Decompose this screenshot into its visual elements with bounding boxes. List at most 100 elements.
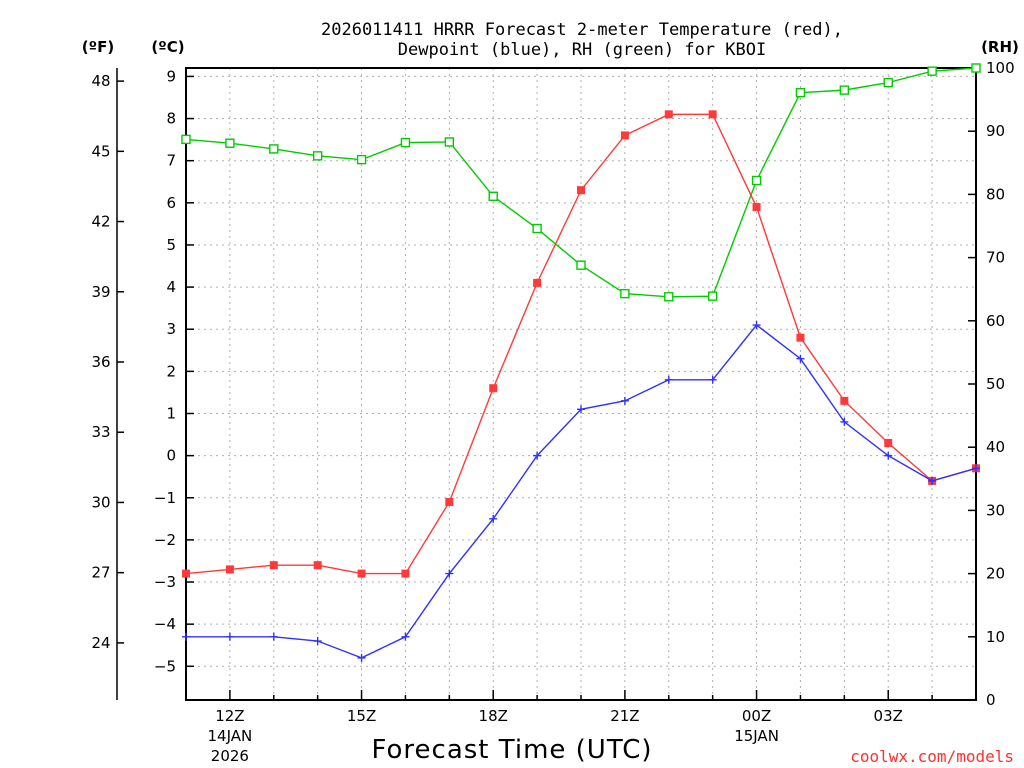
dewpoint-point (840, 417, 849, 426)
rh-point (312, 151, 323, 161)
rh-tick-label: 100 (986, 59, 1015, 77)
rh-point (444, 137, 455, 147)
celsius-tick-label: −1 (154, 489, 176, 507)
rh-point (181, 134, 191, 145)
rh-tick-label: 10 (986, 628, 1005, 646)
celsius-tick-label: −3 (154, 573, 176, 591)
fahrenheit-tick-label: 48 (91, 72, 110, 90)
celsius-tick-label: −2 (154, 531, 176, 549)
celsius-tick-label: 2 (166, 362, 176, 380)
celsius-unit-label: (ºC) (151, 38, 184, 56)
dewpoint-point (796, 354, 805, 363)
rh-point (795, 87, 806, 98)
time-tick-label: 12Z (215, 707, 244, 725)
celsius-tick-label: 8 (166, 110, 176, 128)
celsius-tick-label: 6 (166, 194, 176, 212)
rh-point (225, 138, 235, 148)
time-tick-label: 00Z (742, 707, 771, 725)
time-tick-label: 18Z (479, 707, 508, 725)
rh-point (400, 137, 411, 148)
temperature-point (752, 203, 761, 212)
chart-title-line-2: Dewpoint (blue), RH (green) for KBOI (398, 40, 766, 60)
dewpoint-point (664, 375, 673, 384)
rh-point (664, 292, 674, 302)
dewpoint-point (225, 632, 234, 641)
temperature-point (269, 561, 278, 570)
temperature-point (313, 561, 322, 570)
fahrenheit-unit-label: (ºF) (82, 38, 114, 56)
celsius-axis: −5 −4 −3 −2 −1 0 1 2 3 4 5 6 7 8 9 (154, 67, 194, 675)
rh-point (883, 77, 893, 88)
dewpoint-point (489, 514, 498, 523)
rh-point (532, 223, 542, 234)
dewpoint-point (445, 569, 454, 578)
dewpoint-point (401, 632, 410, 641)
fahrenheit-tick-label: 33 (91, 423, 110, 441)
rh-point (707, 291, 718, 301)
rh-point (927, 66, 937, 76)
celsius-tick-label: −4 (154, 615, 176, 633)
dewpoint-point (884, 451, 893, 460)
temperature-point (884, 438, 893, 447)
chart-title-line-1: 2026011411 HRRR Forecast 2-meter Tempera… (321, 20, 843, 40)
rh-unit-label: (RH) (981, 38, 1019, 56)
temperature-point (445, 497, 454, 506)
credit-text: coolwx.com/models (850, 747, 1014, 766)
rh-point (576, 260, 586, 270)
dewpoint-point (972, 464, 980, 473)
dewpoint-point (533, 451, 542, 460)
fahrenheit-tick-label: 30 (91, 493, 110, 511)
temperature-point (225, 565, 234, 574)
dewpoint-point (357, 653, 366, 662)
time-tick-date: 14JAN (208, 727, 253, 745)
temperature-point (708, 110, 717, 119)
celsius-tick-label: 0 (166, 447, 176, 465)
temperature-point (533, 278, 542, 287)
rh-tick-label: 70 (986, 249, 1005, 267)
rh-point (269, 144, 279, 154)
fahrenheit-tick-label: 27 (91, 564, 110, 582)
time-axis: 12Z 14JAN 2026 15Z 18Z 21Z 00Z 15JAN 03Z (208, 690, 933, 765)
fahrenheit-tick-label: 45 (91, 142, 110, 160)
dewpoint-point (752, 321, 761, 330)
time-tick-label: 15Z (347, 707, 376, 725)
plot-frame (185, 67, 977, 701)
rh-tick-label: 30 (986, 501, 1005, 519)
time-tick-year: 2026 (211, 747, 249, 765)
rh-tick-label: 0 (986, 691, 996, 709)
temperature-point (401, 569, 410, 578)
dewpoint-point (620, 396, 629, 405)
temperature-point (357, 569, 366, 578)
temperature-point (664, 110, 673, 119)
rh-point (356, 154, 367, 165)
rh-tick-label: 60 (986, 312, 1005, 330)
celsius-tick-label: 7 (166, 152, 176, 170)
fahrenheit-tick-label: 39 (91, 283, 110, 301)
dewpoint-point (928, 476, 937, 485)
time-tick-label: 21Z (610, 707, 639, 725)
celsius-tick-label: 9 (166, 67, 176, 85)
x-axis-label: Forecast Time (UTC) (371, 735, 652, 765)
dewpoint-point (269, 632, 278, 641)
celsius-tick-label: 1 (166, 404, 176, 422)
rh-tick-label: 50 (986, 375, 1005, 393)
celsius-tick-label: 4 (166, 278, 176, 296)
celsius-tick-label: 3 (166, 320, 176, 338)
fahrenheit-tick-label: 36 (91, 353, 110, 371)
rh-tick-label: 20 (986, 565, 1005, 583)
dewpoint-point (313, 637, 322, 646)
rh-tick-label: 90 (986, 122, 1005, 140)
rh-point (488, 191, 498, 201)
grid-lines (186, 68, 976, 700)
dewpoint-point (708, 375, 717, 384)
rh-point (620, 288, 630, 299)
dewpoint-point (577, 405, 585, 414)
rh-axis: 0 10 20 30 40 50 60 70 80 90 100 (968, 59, 1015, 709)
temperature-point (489, 384, 498, 393)
temperature-point (620, 131, 629, 140)
fahrenheit-axis: 24 27 30 33 36 39 42 45 48 (91, 72, 124, 652)
time-tick-label: 03Z (874, 707, 903, 725)
celsius-tick-label: −5 (154, 657, 176, 675)
rh-tick-label: 80 (986, 185, 1005, 203)
dewpoint-point (182, 632, 190, 641)
